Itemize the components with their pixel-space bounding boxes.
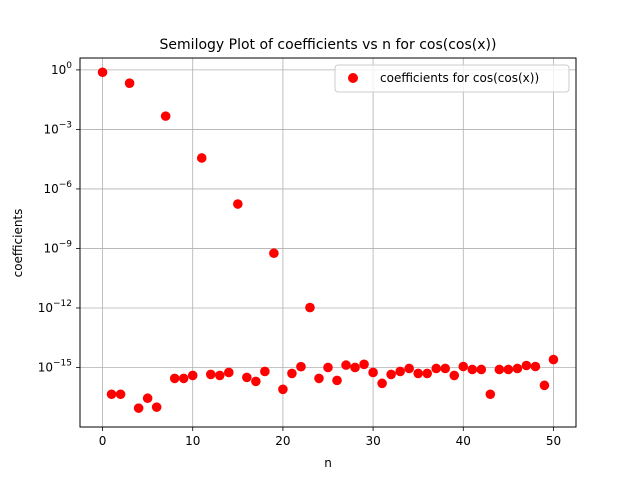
data-point	[377, 378, 387, 389]
legend: coefficients for cos(cos(x))	[334, 64, 570, 93]
y-tick-label: 10−15	[38, 358, 72, 374]
data-point	[386, 369, 396, 380]
data-point	[133, 403, 144, 413]
x-axis: 0 10 20 30 40 50	[99, 427, 561, 448]
data-point	[278, 384, 288, 395]
data-point	[314, 373, 324, 384]
data-point	[323, 362, 333, 373]
data-point	[151, 402, 162, 412]
legend-box	[334, 64, 570, 93]
data-point	[106, 389, 117, 400]
data-point	[178, 373, 189, 384]
grid	[80, 58, 576, 427]
data-point	[413, 368, 423, 379]
plot-frame	[79, 57, 577, 428]
data-point	[169, 373, 180, 384]
data-point	[548, 354, 559, 365]
data-point	[332, 375, 342, 386]
data-point	[422, 368, 433, 379]
x-tick-label: 30	[365, 434, 380, 448]
data-point	[296, 361, 306, 372]
data-point	[476, 364, 487, 375]
data-point	[341, 360, 351, 370]
y-tick-label: 100	[51, 61, 72, 77]
y-tick-label: 10−12	[38, 299, 72, 315]
data-point	[359, 359, 369, 370]
data-point	[431, 363, 442, 374]
data-point	[458, 361, 469, 372]
data-point	[449, 370, 460, 381]
data-point	[97, 67, 108, 78]
y-tick-label: 10−9	[43, 239, 72, 255]
y-tick-label: 10−3	[43, 120, 72, 136]
data-point	[269, 248, 279, 259]
data-point	[224, 367, 234, 378]
data-point	[404, 363, 414, 374]
legend-label: coefficients for cos(cos(x))	[380, 71, 539, 85]
data-point	[350, 362, 360, 373]
data-point	[214, 370, 225, 381]
x-tick-label: 0	[99, 434, 107, 448]
data-point	[368, 367, 378, 378]
data-point	[260, 366, 270, 377]
data-point	[440, 363, 451, 374]
data-point	[160, 111, 171, 121]
data-points	[97, 67, 559, 413]
data-point	[233, 199, 243, 209]
x-tick-label: 50	[546, 434, 561, 448]
data-point	[287, 368, 297, 379]
data-point	[251, 376, 261, 387]
chart-title: Semilogy Plot of coefficients vs n for c…	[160, 37, 497, 53]
data-point	[124, 78, 135, 88]
legend-marker	[348, 73, 358, 83]
data-point	[467, 364, 478, 375]
data-point	[503, 364, 514, 375]
data-point	[395, 366, 405, 377]
data-point	[530, 361, 541, 372]
data-point	[196, 153, 207, 163]
data-point	[485, 389, 496, 400]
data-point	[305, 302, 315, 313]
y-axis-label: coefficients	[11, 209, 25, 278]
data-point	[539, 380, 550, 391]
y-axis: 100 10−3 10−6 10−9 10−12 10−15	[38, 61, 80, 374]
data-point	[512, 363, 523, 374]
y-tick-label: 10−6	[43, 180, 72, 196]
data-point	[494, 364, 505, 375]
x-tick-label: 20	[275, 434, 290, 448]
data-point	[205, 369, 216, 380]
data-point	[187, 370, 198, 381]
data-point	[115, 389, 126, 400]
x-axis-label: n	[324, 456, 332, 470]
x-tick-label: 10	[185, 434, 200, 448]
data-point	[142, 393, 153, 404]
x-tick-label: 40	[456, 434, 471, 448]
data-point	[242, 372, 252, 383]
data-point	[521, 360, 532, 371]
